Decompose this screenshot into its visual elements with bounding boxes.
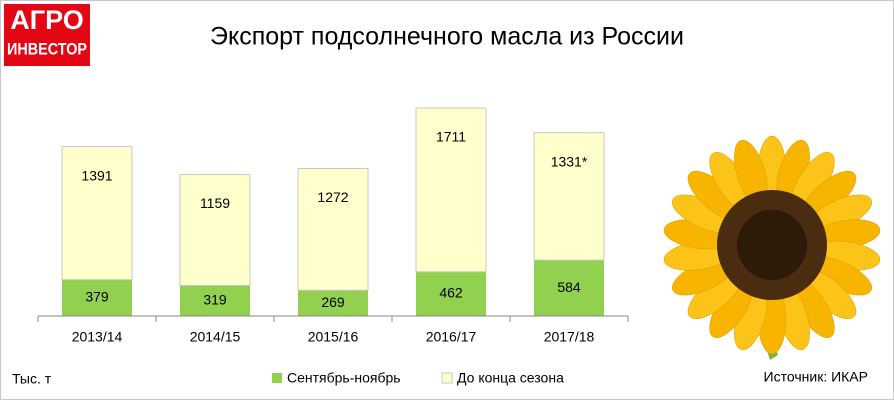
x-tick-label: 2014/15 bbox=[190, 329, 241, 345]
data-label: 269 bbox=[321, 294, 345, 310]
data-label: 1711 bbox=[436, 129, 466, 145]
data-label: 584 bbox=[557, 279, 581, 295]
data-label: 1272 bbox=[317, 189, 348, 205]
data-label: 319 bbox=[203, 291, 227, 307]
legend-label: Сентябрь-ноябрь bbox=[287, 370, 401, 386]
bar-segment bbox=[415, 107, 487, 273]
logo: АГРО ИНВЕСТОР bbox=[4, 4, 90, 66]
bar-segment bbox=[62, 279, 132, 316]
data-label: 1159 bbox=[200, 195, 230, 211]
logo-text: ИНВЕСТОР bbox=[7, 39, 87, 58]
x-tick-label: 2015/16 bbox=[308, 329, 359, 345]
legend-swatch bbox=[272, 373, 282, 383]
chart-title: Экспорт подсолнечного масла из России bbox=[210, 23, 684, 51]
logo-box bbox=[4, 4, 90, 66]
unit-label: Тыс. т bbox=[12, 371, 52, 387]
bar-segment bbox=[297, 167, 369, 291]
legend-label: До конца сезона bbox=[457, 370, 564, 386]
legend-swatch bbox=[441, 372, 453, 384]
sunflower bbox=[663, 135, 881, 360]
data-label: 462 bbox=[439, 285, 463, 301]
bar-segment bbox=[534, 260, 604, 316]
data-label: 1391 bbox=[81, 167, 112, 183]
x-tick-label: 2013/14 bbox=[72, 329, 123, 345]
bar-segment bbox=[416, 271, 486, 316]
bar-segment bbox=[179, 174, 251, 286]
logo-text: АГРО bbox=[10, 5, 83, 35]
bar-segment bbox=[180, 285, 250, 316]
data-label: 1331* bbox=[551, 153, 588, 169]
source: Источник: ИКАР bbox=[764, 369, 868, 385]
petals bbox=[663, 135, 881, 355]
bar-segment bbox=[61, 146, 133, 281]
flower-core bbox=[737, 210, 807, 280]
bar-segment bbox=[298, 290, 368, 316]
x-tick-label: 2016/17 bbox=[426, 329, 477, 345]
data-label: 379 bbox=[85, 289, 109, 305]
x-tick-label: 2017/18 bbox=[544, 329, 595, 345]
bar-segment bbox=[533, 132, 605, 261]
